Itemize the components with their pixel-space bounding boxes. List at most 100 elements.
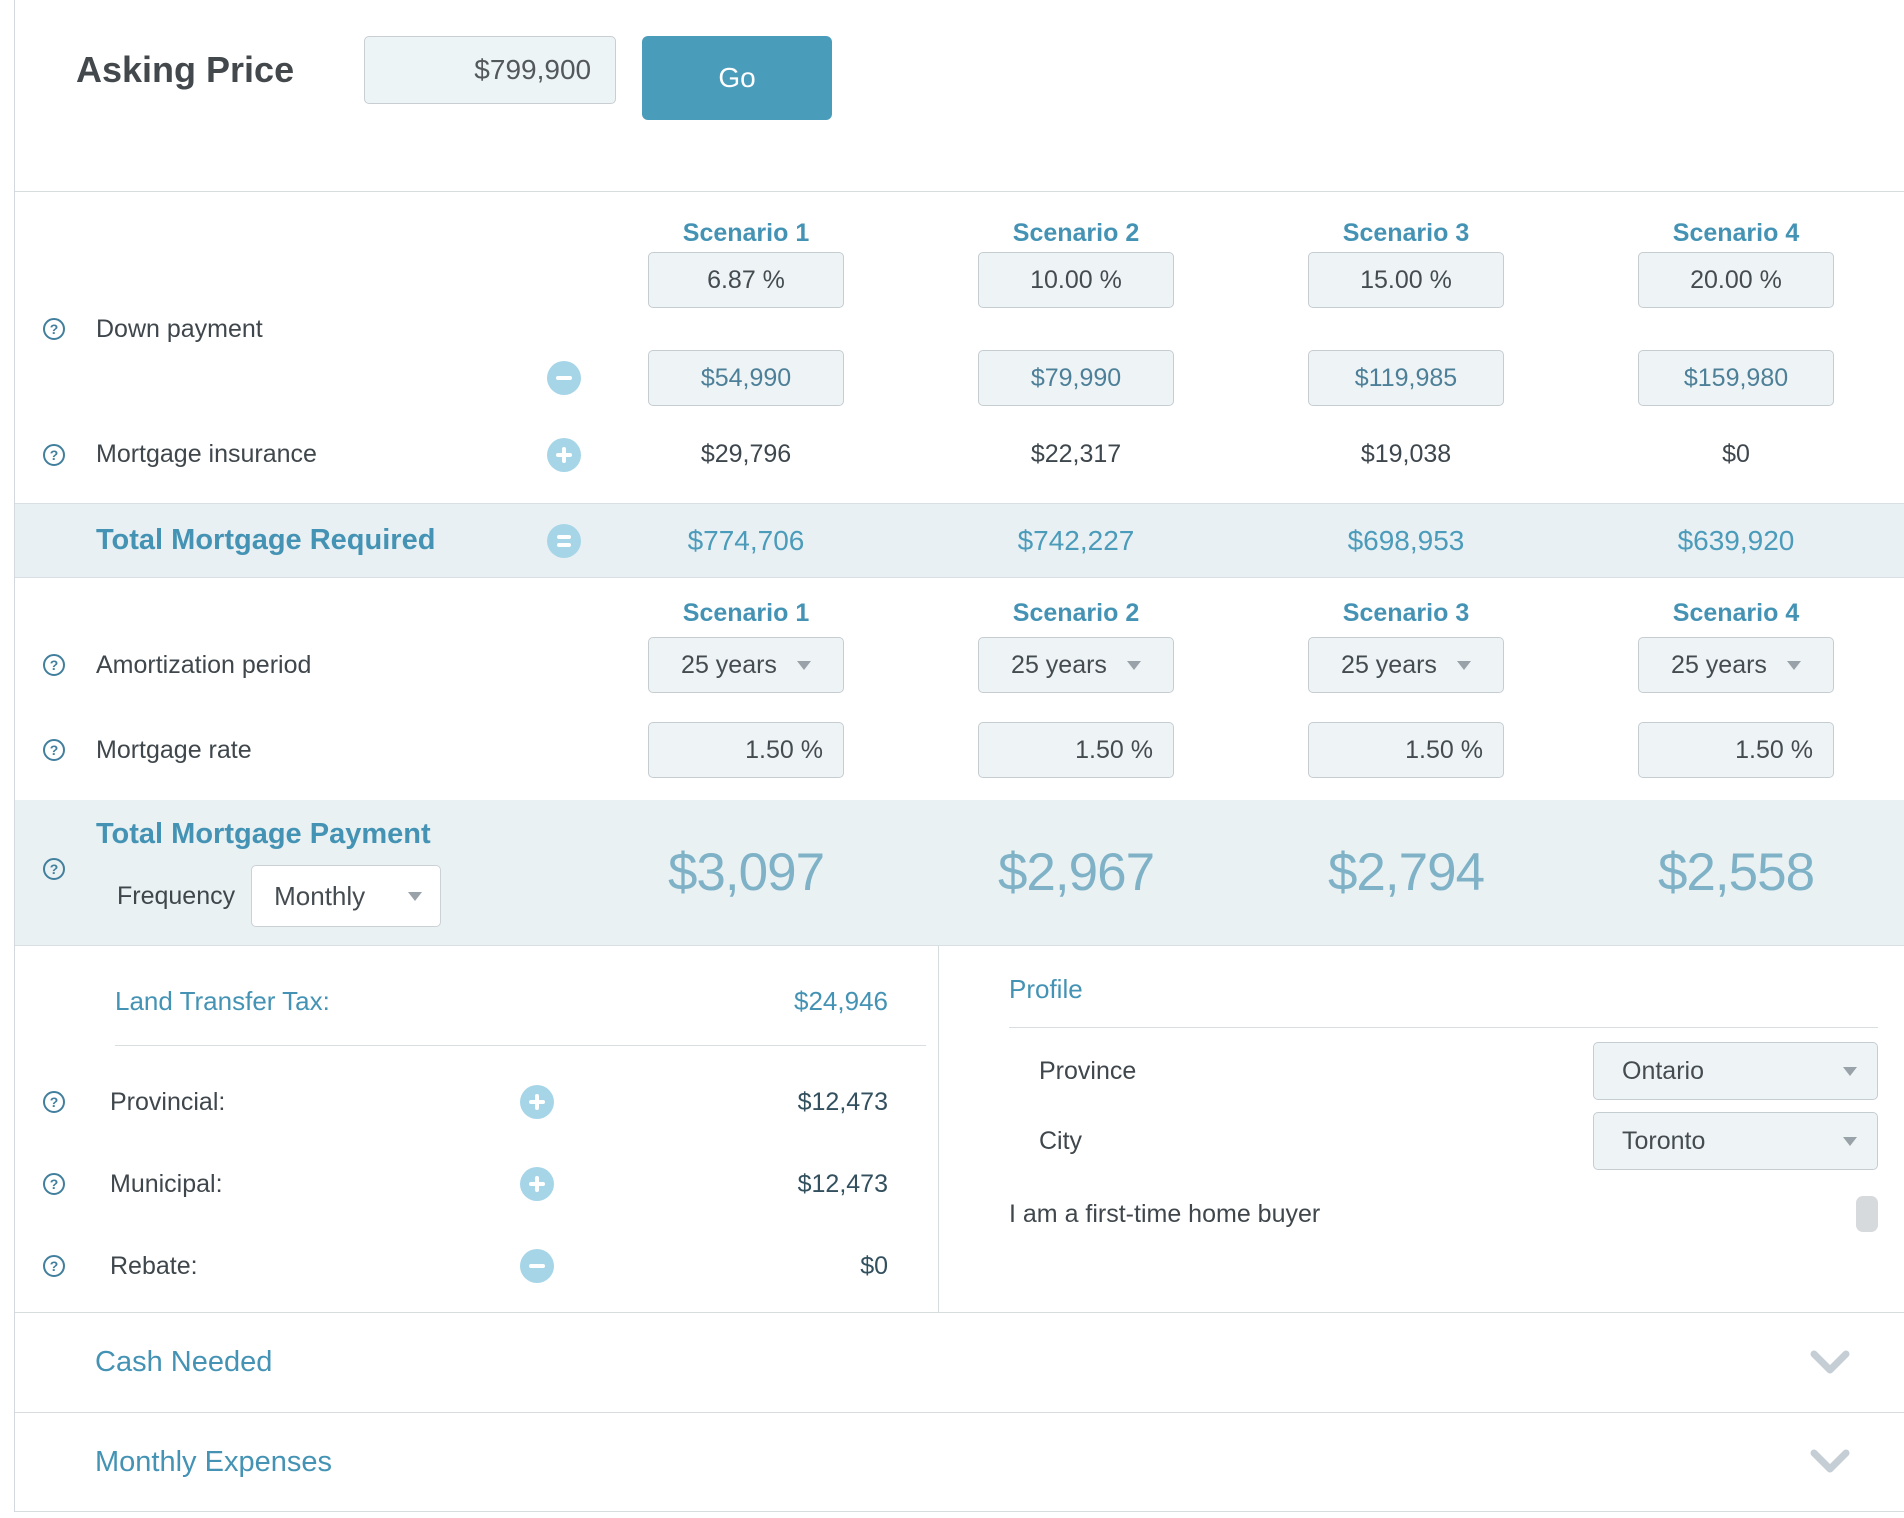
total-mortgage-payment-label: Total Mortgage Payment — [96, 818, 431, 850]
province-select[interactable]: Ontario — [1593, 1042, 1878, 1100]
down-payment-amount-input-1[interactable]: $54,990 — [648, 350, 844, 406]
profile-title: Profile — [1009, 974, 1083, 1004]
go-button[interactable]: Go — [642, 36, 833, 120]
total-mortgage-required-value-1: $774,706 — [687, 524, 805, 556]
chevron-down-icon — [1810, 1449, 1850, 1473]
frequency-select[interactable]: Monthly — [251, 865, 442, 927]
mortgage-insurance-value-1: $29,796 — [700, 440, 792, 468]
total-mortgage-required-value-3: $698,953 — [1347, 524, 1465, 556]
cash-needed-section[interactable]: Cash Needed — [15, 1312, 1904, 1412]
total-mortgage-required-label: Total Mortgage Required — [96, 524, 436, 556]
scenario-header-row: Scenario 1 Scenario 2 Scenario 3 Scenari… — [15, 192, 1904, 252]
land-transfer-tax-total: $24,946 — [794, 986, 888, 1016]
total-mortgage-required-value-4: $639,920 — [1677, 524, 1795, 556]
municipal-tax-label: Municipal: — [110, 1169, 223, 1198]
scenario-4-header: Scenario 4 — [1672, 219, 1800, 247]
first-time-buyer-checkbox[interactable] — [1856, 1196, 1878, 1232]
divider — [1009, 1027, 1878, 1028]
help-icon[interactable]: ? — [43, 1173, 65, 1195]
city-label: City — [1039, 1126, 1083, 1155]
asking-price-input[interactable]: $799,900 — [364, 36, 617, 104]
monthly-expenses-section[interactable]: Monthly Expenses — [15, 1412, 1904, 1512]
first-time-buyer-label: I am a first-time home buyer — [1009, 1199, 1321, 1228]
asking-price-section: Asking Price $799,900 Go — [15, 0, 1904, 192]
minus-operator-icon — [520, 1249, 554, 1283]
payment-value-4: $2,558 — [1657, 843, 1815, 902]
down-payment-row: ? Down payment 6.87 % 10.00 % 15.00 % 20… — [15, 252, 1904, 406]
page-title: Asking Price — [76, 49, 295, 90]
calculator-container: Asking Price $799,900 Go Scenario 1 Scen… — [14, 0, 1904, 1512]
scenario-2-header: Scenario 2 — [1012, 219, 1140, 247]
amortization-select-3[interactable]: 25 years — [1308, 637, 1504, 693]
help-icon[interactable]: ? — [43, 318, 65, 340]
mortgage-rate-input-1[interactable]: 1.50 % — [648, 722, 844, 778]
down-payment-amount-input-2[interactable]: $79,990 — [978, 350, 1174, 406]
equals-operator-icon — [547, 523, 581, 558]
help-icon[interactable]: ? — [43, 443, 65, 466]
chevron-down-icon — [1810, 1350, 1850, 1373]
divider — [115, 1045, 926, 1046]
mortgage-insurance-label: Mortgage insurance — [96, 440, 317, 468]
scenario-3-header: Scenario 3 — [1342, 599, 1470, 627]
scenario-2-header: Scenario 2 — [1012, 599, 1140, 627]
amortization-select-4[interactable]: 25 years — [1638, 637, 1834, 693]
mortgage-rate-input-3[interactable]: 1.50 % — [1308, 722, 1504, 778]
mortgage-rate-input-4[interactable]: 1.50 % — [1638, 722, 1834, 778]
mortgage-rate-input-2[interactable]: 1.50 % — [978, 722, 1174, 778]
down-payment-pct-input-4[interactable]: 20.00 % — [1638, 252, 1834, 308]
land-transfer-tax-panel: Land Transfer Tax: $24,946 ? Provincial:… — [15, 946, 939, 1312]
municipal-tax-row: ? Municipal: $12,473 — [15, 1152, 938, 1216]
down-payment-pct-input-1[interactable]: 6.87 % — [648, 252, 844, 308]
mortgage-rate-label: Mortgage rate — [96, 735, 252, 764]
chevron-down-icon — [1126, 660, 1141, 670]
scenario-4-header: Scenario 4 — [1672, 599, 1800, 627]
minus-operator-icon — [547, 361, 581, 395]
help-icon[interactable]: ? — [43, 1255, 65, 1277]
profile-panel: Profile Province Ontario City Toronto I … — [939, 946, 1904, 1312]
chevron-down-icon — [1456, 660, 1471, 670]
details-panels: Land Transfer Tax: $24,946 ? Provincial:… — [15, 946, 1904, 1312]
amortization-row: ? Amortization period 25 years 25 years … — [15, 630, 1904, 700]
chevron-down-icon — [1786, 660, 1801, 670]
help-icon[interactable]: ? — [43, 858, 65, 880]
down-payment-label: Down payment — [96, 314, 263, 343]
help-icon[interactable]: ? — [43, 739, 65, 761]
scenario-1-header: Scenario 1 — [682, 219, 810, 247]
rebate-label: Rebate: — [110, 1251, 198, 1280]
down-payment-amount-input-3[interactable]: $119,985 — [1308, 350, 1504, 406]
amortization-label: Amortization period — [96, 650, 312, 679]
mortgage-insurance-row: ? Mortgage insurance $29,796 $22,317 $19… — [15, 406, 1904, 503]
city-select[interactable]: Toronto — [1593, 1112, 1878, 1170]
total-mortgage-payment-row: ? Total Mortgage Payment Frequency Month… — [15, 800, 1904, 946]
plus-operator-icon — [520, 1167, 554, 1201]
mortgage-insurance-value-4: $0 — [1722, 440, 1750, 468]
down-payment-pct-input-3[interactable]: 15.00 % — [1308, 252, 1504, 308]
scenario-1-header: Scenario 1 — [682, 599, 810, 627]
land-transfer-tax-title: Land Transfer Tax: — [115, 986, 330, 1016]
amortization-select-1[interactable]: 25 years — [648, 637, 844, 693]
total-mortgage-required-value-2: $742,227 — [1017, 524, 1135, 556]
mortgage-rate-row: ? Mortgage rate 1.50 % 1.50 % 1.50 % 1.5… — [15, 700, 1904, 800]
mortgage-insurance-value-2: $22,317 — [1030, 440, 1122, 468]
down-payment-operator-cell — [501, 350, 581, 406]
amortization-select-2[interactable]: 25 years — [978, 637, 1174, 693]
cash-needed-title: Cash Needed — [95, 1346, 273, 1378]
help-icon[interactable]: ? — [43, 1091, 65, 1113]
payment-value-2: $2,967 — [997, 843, 1155, 902]
provincial-tax-row: ? Provincial: $12,473 — [15, 1070, 938, 1134]
total-mortgage-payment-left: ? Total Mortgage Payment Frequency Month… — [15, 800, 581, 945]
plus-operator-icon — [520, 1085, 554, 1119]
down-payment-help-cell: ? — [15, 252, 96, 406]
plus-operator-icon — [547, 437, 581, 472]
rebate-row: ? Rebate: $0 — [15, 1234, 938, 1298]
chevron-down-icon — [796, 660, 811, 670]
mortgage-insurance-value-3: $19,038 — [1360, 440, 1452, 468]
chevron-down-icon — [1843, 1066, 1857, 1076]
scenario-header-row-2: Scenario 1 Scenario 2 Scenario 3 Scenari… — [15, 578, 1904, 630]
payment-value-3: $2,794 — [1327, 843, 1485, 902]
down-payment-amount-input-4[interactable]: $159,980 — [1638, 350, 1834, 406]
chevron-down-icon — [1843, 1136, 1857, 1146]
help-icon[interactable]: ? — [43, 654, 65, 676]
down-payment-pct-input-2[interactable]: 10.00 % — [978, 252, 1174, 308]
